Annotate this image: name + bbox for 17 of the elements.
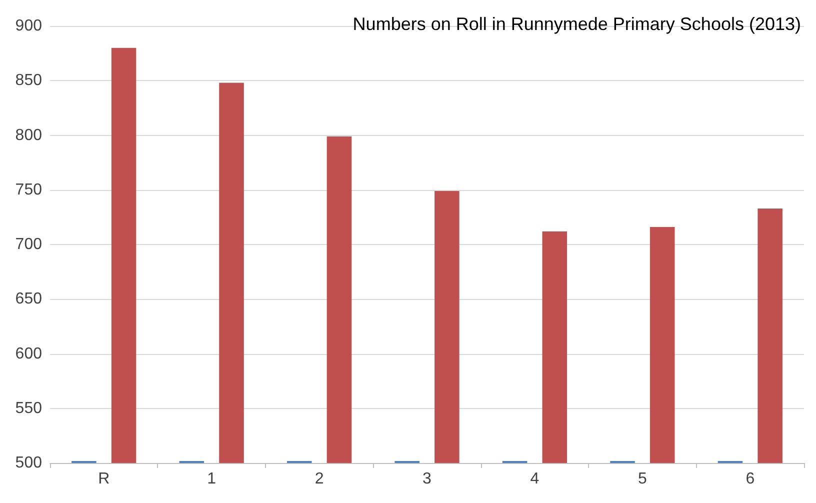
x-tick-label: 3 (422, 470, 432, 488)
y-tick-label: 750 (15, 181, 42, 198)
y-tick-label: 500 (15, 454, 42, 472)
y-tick-label: 550 (15, 400, 42, 417)
y-tick-label: 600 (15, 345, 42, 362)
x-tick-label: R (98, 470, 110, 488)
y-tick-label: 900 (15, 18, 42, 34)
y-tick-label: 700 (15, 236, 42, 253)
x-tick-label: 5 (638, 470, 647, 488)
y-tick-label: 800 (15, 126, 42, 144)
x-tick-label: 4 (530, 470, 540, 488)
x-tick-label: 2 (314, 470, 324, 488)
y-tick-label: 650 (15, 290, 42, 308)
x-tick-label: 6 (746, 470, 755, 488)
x-tick-label: 1 (207, 470, 216, 488)
chart-title: Numbers on Roll in Runnymede Primary Schools (2013) (352, 14, 802, 34)
y-tick-label: 850 (15, 72, 42, 90)
